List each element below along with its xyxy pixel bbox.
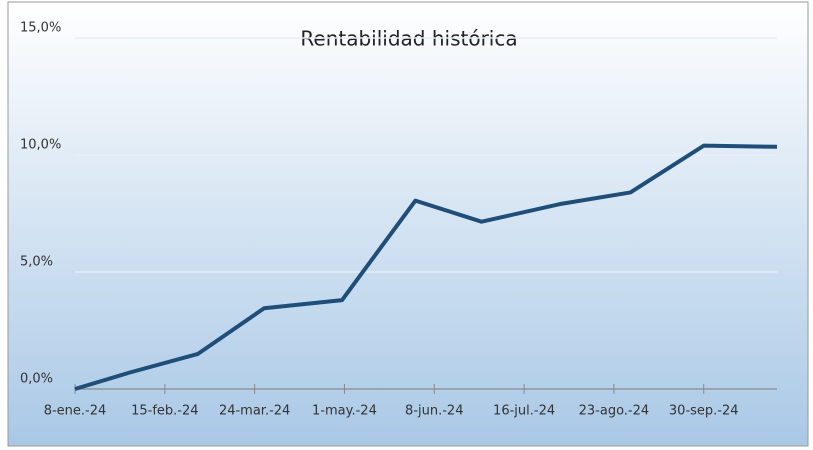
chart-area bbox=[7, 1, 809, 447]
x-tick-label: 23-ago.-24 bbox=[579, 404, 650, 419]
y-tick-label: 0,0% bbox=[20, 372, 53, 387]
x-tick-label: 16-jul.-24 bbox=[493, 404, 555, 419]
x-tick-label: 1-may.-24 bbox=[312, 404, 377, 419]
line bbox=[74, 143, 778, 391]
y-tick-label: 10,0% bbox=[20, 138, 61, 153]
x-tick-label: 15-feb.-24 bbox=[131, 404, 198, 419]
y-tick-label: 15,0% bbox=[20, 21, 61, 36]
x-tick-label: 8-ene.-24 bbox=[44, 404, 107, 419]
x-tick-label: 30-sep.-24 bbox=[669, 404, 739, 419]
y-tick-label: 5,0% bbox=[20, 255, 53, 270]
x-tick-label: 24-mar.-24 bbox=[219, 404, 290, 419]
x-tick-label: 8-jun.-24 bbox=[405, 404, 463, 419]
